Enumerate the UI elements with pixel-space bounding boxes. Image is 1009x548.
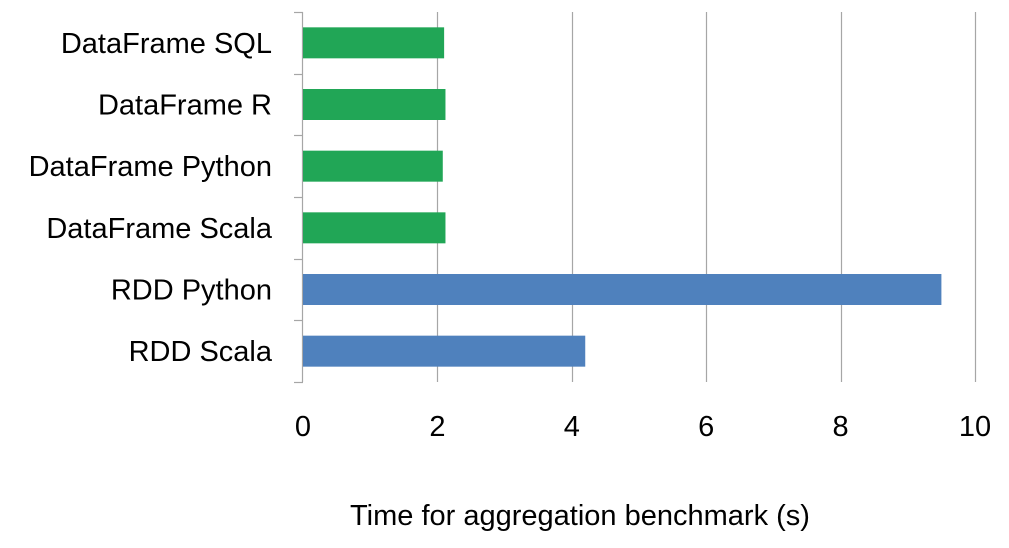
category-labels: DataFrame SQL DataFrame R DataFrame Python… — [29, 28, 273, 368]
category-label: DataFrame Python — [29, 151, 272, 183]
x-tick-label: 8 — [833, 411, 849, 443]
bar — [303, 89, 446, 120]
x-tick-label: 4 — [564, 411, 580, 443]
x-tick-label: 10 — [959, 411, 991, 443]
category-label: RDD Scala — [129, 336, 273, 368]
x-axis-title: Time for aggregation benchmark (s) — [350, 500, 810, 532]
category-label: DataFrame SQL — [61, 28, 272, 60]
bar — [303, 212, 446, 244]
bar — [303, 27, 445, 59]
grid-lines — [436, 12, 977, 382]
x-tick-label: 6 — [698, 411, 714, 443]
bars — [303, 27, 942, 367]
category-label: DataFrame R — [98, 90, 272, 122]
bar — [303, 335, 586, 367]
y-axis — [294, 11, 304, 384]
x-tick-label: 2 — [429, 411, 445, 443]
x-tick-label: 0 — [295, 411, 311, 443]
bar — [303, 150, 443, 182]
bar — [303, 274, 942, 305]
category-label: DataFrame Scala — [46, 213, 273, 245]
x-tick-labels: 0 2 4 6 8 10 — [295, 411, 991, 443]
category-label: RDD Python — [111, 275, 272, 307]
